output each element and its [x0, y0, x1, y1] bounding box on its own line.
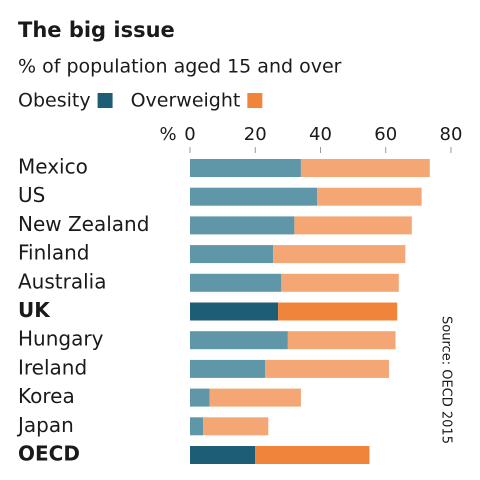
bar-segment — [287, 331, 396, 350]
y-tick-label: Mexico — [18, 155, 88, 179]
y-tick-label: US — [18, 183, 45, 207]
x-tick-label: 40 — [309, 124, 332, 145]
legend-label: Overweight — [131, 90, 241, 112]
bar-segment — [300, 159, 430, 177]
bar-segment — [190, 331, 288, 350]
bar-segment — [255, 446, 370, 464]
bar-segment — [190, 417, 204, 436]
y-tick-label: New Zealand — [18, 212, 149, 236]
bar-segment — [209, 388, 301, 407]
x-axis-label: % — [159, 124, 176, 145]
y-tick-label: Australia — [18, 269, 106, 293]
bar-segment — [203, 417, 269, 436]
bar-segment — [281, 273, 399, 292]
bar-segment — [317, 187, 422, 206]
bar-segment — [190, 273, 282, 292]
y-tick-label: Ireland — [18, 355, 87, 379]
chart-subtitle: % of population aged 15 and over — [18, 56, 342, 78]
legend-swatch — [247, 93, 263, 108]
x-tick-label: 80 — [440, 124, 463, 145]
bar-segment — [278, 302, 398, 321]
bar-segment — [190, 159, 301, 177]
bar-segment — [190, 245, 274, 264]
y-tick-label: Korea — [18, 384, 75, 408]
x-tick-label: 60 — [374, 124, 397, 145]
bar-segment — [190, 446, 256, 464]
bar-segment — [273, 245, 406, 264]
y-tick-label: Hungary — [18, 327, 104, 351]
bar-segment — [190, 388, 210, 407]
bar-segment — [190, 359, 266, 378]
bar-segment — [294, 216, 412, 235]
legend-label: Obesity — [18, 90, 91, 112]
source: Source: OECD 2015 — [439, 316, 454, 444]
legend-swatch — [97, 93, 113, 108]
bar-segment — [190, 216, 295, 235]
y-tick-label: Finland — [18, 241, 89, 265]
bar-segment — [265, 359, 390, 378]
bar-segment — [190, 302, 279, 321]
x-tick-label: 20 — [244, 124, 267, 145]
x-tick-label: 0 — [184, 124, 195, 145]
y-tick-label: OECD — [18, 442, 80, 466]
bar-segment — [190, 187, 318, 206]
chart-title: The big issue — [18, 18, 175, 42]
y-tick-label: UK — [18, 298, 51, 322]
y-tick-label: Japan — [16, 413, 74, 437]
